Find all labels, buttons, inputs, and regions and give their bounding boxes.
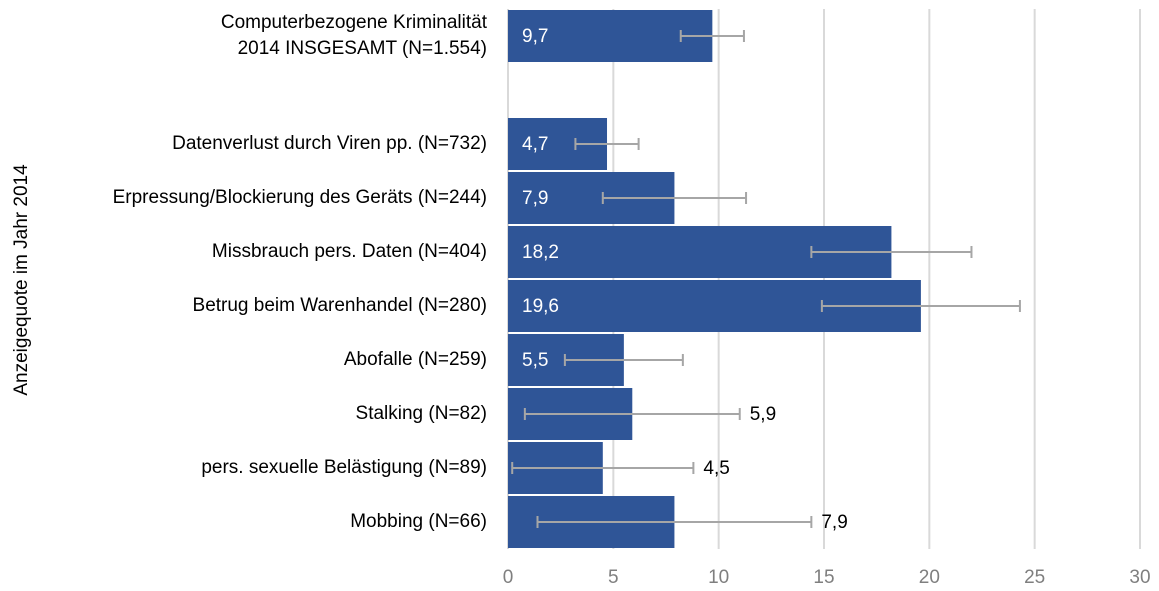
x-tick-label: 15 [813,567,834,588]
y-tick-label: Computerbezogene Kriminalität 2014 INSGES… [221,12,488,59]
value-label: 5,9 [750,404,776,425]
bar [508,10,713,62]
x-tick-label: 5 [608,567,619,588]
value-label: 4,5 [703,458,729,479]
y-tick-label: pers. sexuelle Belästigung (N=89) [201,457,487,478]
y-tick-label: Mobbing (N=66) [350,511,487,532]
value-label: 7,9 [821,512,847,533]
y-axis-label: Anzeigequote im Jahr 2014 [11,164,32,396]
x-tick-label: 30 [1129,567,1150,588]
value-label: 5,5 [522,350,548,371]
value-label: 18,2 [522,242,559,263]
value-label: 19,6 [522,296,559,317]
x-tick-label: 0 [503,567,514,588]
value-label: 9,7 [522,26,548,47]
x-tick-label: 10 [708,567,729,588]
value-label: 7,9 [522,188,548,209]
value-label: 4,7 [522,134,548,155]
x-tick-label: 25 [1024,567,1045,588]
y-tick-label: Erpressung/Blockierung des Geräts (N=244… [113,187,487,208]
y-tick-label: Stalking (N=82) [356,403,487,424]
y-tick-label: Missbrauch pers. Daten (N=404) [212,241,487,262]
y-tick-label: Betrug beim Warenhandel (N=280) [193,295,487,316]
y-tick-label: Abofalle (N=259) [344,349,487,370]
y-tick-label: Datenverlust durch Viren pp. (N=732) [172,133,487,154]
x-tick-label: 20 [919,567,940,588]
